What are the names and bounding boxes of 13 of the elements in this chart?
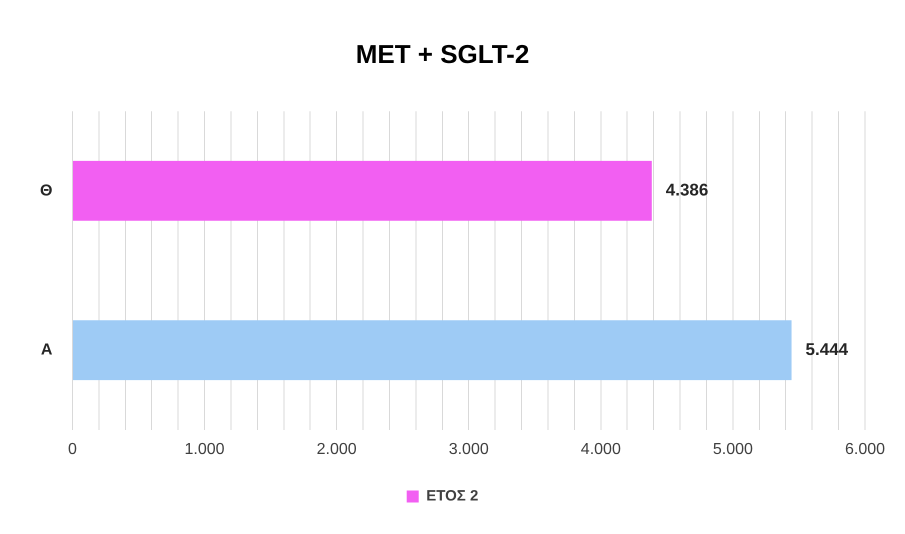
y-tick-label: A [40, 342, 53, 359]
chart-title: MET + SGLT-2 [356, 38, 530, 69]
legend-label: ΕΤΟΣ 2 [426, 488, 478, 505]
x-tick-label: 6.000 [844, 440, 886, 458]
x-tick-label: 4.000 [580, 440, 621, 458]
x-tick-label: 5.000 [712, 440, 754, 458]
y-tick-label: Θ [40, 182, 52, 200]
data-label: 5.444 [806, 340, 849, 359]
x-tick-label: 3.000 [448, 440, 489, 458]
x-tick-label: 2.000 [316, 440, 357, 458]
x-tick-label: 0 [68, 440, 77, 458]
x-tick-label: 1.000 [184, 440, 225, 458]
data-label: 4.386 [666, 180, 708, 200]
